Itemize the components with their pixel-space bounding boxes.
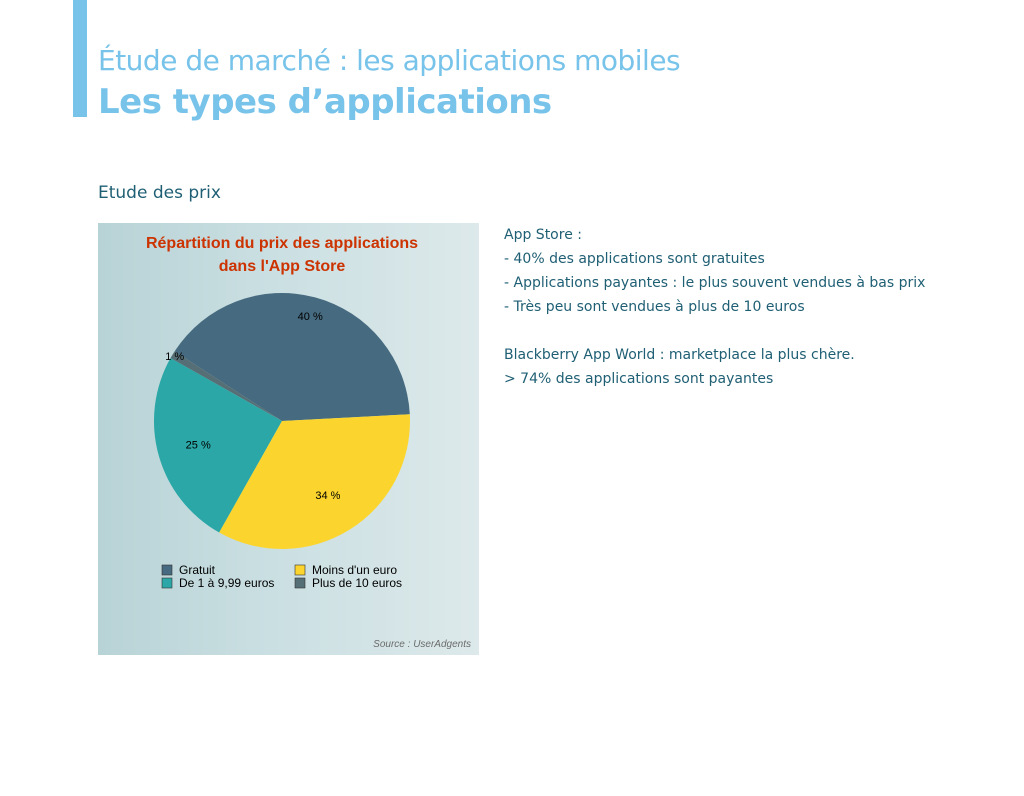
- legend-label: Gratuit: [179, 563, 216, 577]
- notes-panel: App Store : - 40% des applications sont …: [504, 223, 1004, 391]
- pie-chart-panel: Répartition du prix des applications dan…: [98, 223, 479, 655]
- legend-label: Plus de 10 euros: [312, 576, 402, 590]
- note-line: - Applications payantes : le plus souven…: [504, 275, 926, 291]
- pie-slice-labels: 40 % 1 % 25 % 34 %: [165, 311, 340, 502]
- pie-chart: Répartition du prix des applications dan…: [146, 235, 471, 650]
- pie-slice-label: 25 %: [186, 439, 211, 451]
- note-line: App Store :: [504, 227, 582, 243]
- note-line: - 40% des applications sont gratuites: [504, 251, 765, 267]
- legend-swatch: [161, 564, 173, 576]
- pie-slice-gratuit: [174, 293, 410, 421]
- note-line: Blackberry App World : marketplace la pl…: [504, 347, 855, 363]
- legend-swatch: [294, 564, 306, 576]
- chart-legend: Gratuit Moins d'un euro De 1 à 9,99 euros P…: [161, 563, 402, 590]
- note-spacer: [504, 319, 1004, 343]
- chart-title-line-2: dans l'App Store: [219, 258, 346, 275]
- note-line: - Très peu sont vendues à plus de 10 eur…: [504, 299, 805, 315]
- pie-slice-moins-d-un-euro: [219, 414, 410, 550]
- pie-slices: [153, 293, 410, 550]
- page-title: Les types d’applications: [98, 82, 552, 122]
- chart-source: Source : UserAdgents: [373, 639, 471, 650]
- legend-label: Moins d'un euro: [312, 563, 397, 577]
- pie-slice-label: 40 %: [298, 311, 323, 323]
- chart-title-line-1: Répartition du prix des applications: [146, 235, 418, 252]
- legend-label: De 1 à 9,99 euros: [179, 576, 274, 590]
- page-supertitle: Étude de marché : les applications mobil…: [98, 44, 681, 77]
- legend-swatch: [161, 577, 173, 589]
- pie-slice-de-1-9-99-euros: [153, 358, 282, 533]
- note-line: > 74% des applications sont payantes: [504, 371, 774, 387]
- legend-swatch: [294, 577, 306, 589]
- accent-bar: [73, 0, 87, 117]
- pie-slice-plus-de-10-euros: [170, 351, 282, 421]
- pie-slice-label: 34 %: [315, 490, 340, 502]
- pie-slice-label: 1 %: [165, 351, 184, 363]
- section-heading: Etude des prix: [98, 183, 221, 203]
